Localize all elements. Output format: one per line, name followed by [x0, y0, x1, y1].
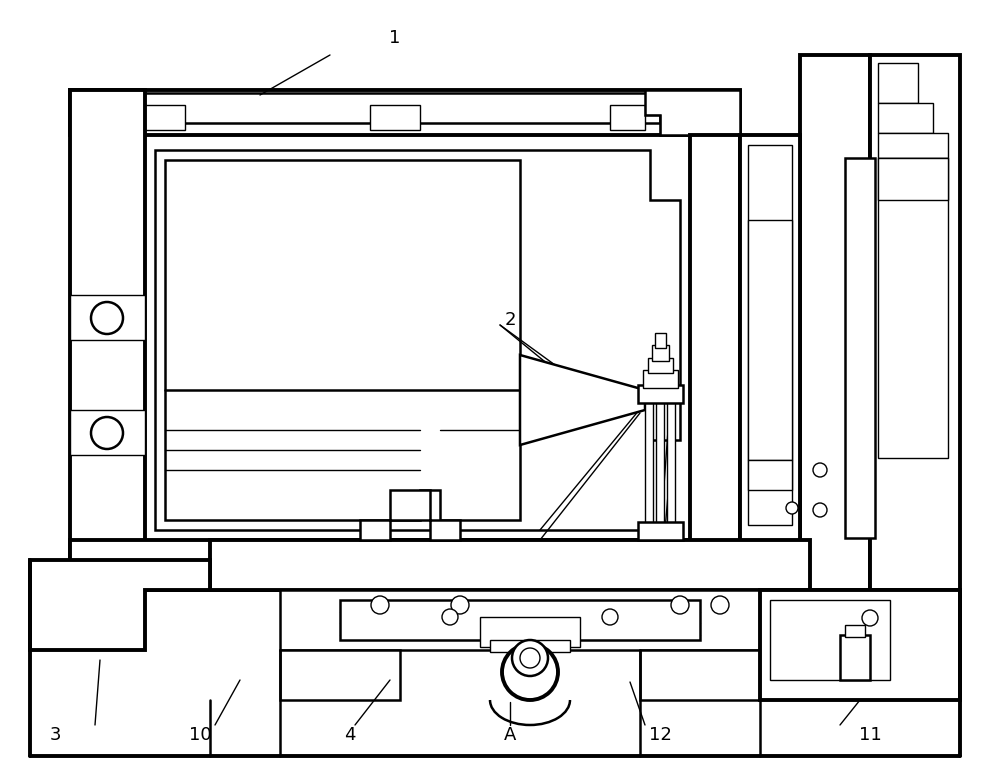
Bar [490, 640, 570, 652]
Circle shape [512, 640, 548, 676]
Bar [878, 63, 918, 103]
Circle shape [671, 596, 689, 614]
Text: A: A [504, 726, 516, 744]
Circle shape [602, 609, 618, 625]
Text: 3: 3 [49, 726, 61, 744]
Polygon shape [740, 135, 800, 590]
Polygon shape [70, 90, 740, 135]
Bar [70, 410, 145, 455]
Circle shape [862, 610, 878, 626]
Polygon shape [610, 105, 645, 130]
Polygon shape [70, 90, 145, 565]
Polygon shape [70, 540, 740, 590]
Bar [640, 650, 760, 700]
Bar [770, 600, 890, 680]
Bar [643, 370, 678, 388]
Bar [145, 135, 690, 540]
Text: 12: 12 [649, 726, 671, 744]
Bar [518, 640, 542, 652]
Bar [480, 617, 580, 647]
Polygon shape [690, 135, 740, 590]
Circle shape [520, 648, 540, 668]
Bar [878, 133, 948, 158]
Polygon shape [370, 105, 420, 130]
Bar [748, 460, 792, 490]
Circle shape [502, 644, 558, 700]
Polygon shape [155, 150, 680, 530]
Text: 4: 4 [344, 726, 356, 744]
Bar [655, 333, 666, 348]
Polygon shape [360, 490, 460, 540]
Bar [70, 295, 145, 340]
Circle shape [813, 463, 827, 477]
Polygon shape [210, 540, 810, 590]
Bar [652, 345, 669, 361]
Text: 1: 1 [389, 29, 401, 47]
Circle shape [91, 417, 123, 449]
Bar [656, 395, 664, 525]
Bar [645, 395, 653, 525]
Polygon shape [520, 355, 645, 445]
Circle shape [711, 596, 729, 614]
Circle shape [451, 596, 469, 614]
Polygon shape [165, 160, 520, 520]
Text: 11: 11 [859, 726, 881, 744]
Bar [667, 395, 675, 525]
Polygon shape [645, 90, 740, 135]
Bar [640, 650, 760, 700]
Polygon shape [30, 560, 210, 650]
Bar [280, 650, 400, 700]
Polygon shape [800, 55, 870, 590]
Polygon shape [140, 105, 185, 130]
Polygon shape [280, 590, 760, 650]
Bar [638, 522, 683, 540]
Polygon shape [870, 55, 960, 590]
Bar [340, 600, 700, 640]
Polygon shape [760, 590, 960, 700]
Circle shape [786, 502, 798, 514]
Bar [748, 220, 792, 460]
Text: 10: 10 [189, 726, 211, 744]
Bar [840, 635, 870, 680]
Bar [878, 103, 933, 133]
Bar [638, 385, 683, 403]
Circle shape [442, 609, 458, 625]
Bar [140, 93, 660, 123]
Polygon shape [878, 158, 948, 200]
Circle shape [813, 503, 827, 517]
Bar [510, 650, 550, 672]
Bar [648, 358, 673, 373]
Bar [845, 625, 865, 637]
Bar [748, 145, 792, 525]
Bar [280, 650, 400, 700]
Text: 2: 2 [504, 311, 516, 329]
Circle shape [91, 302, 123, 334]
Bar [845, 158, 875, 538]
Circle shape [371, 596, 389, 614]
Bar [878, 158, 948, 458]
